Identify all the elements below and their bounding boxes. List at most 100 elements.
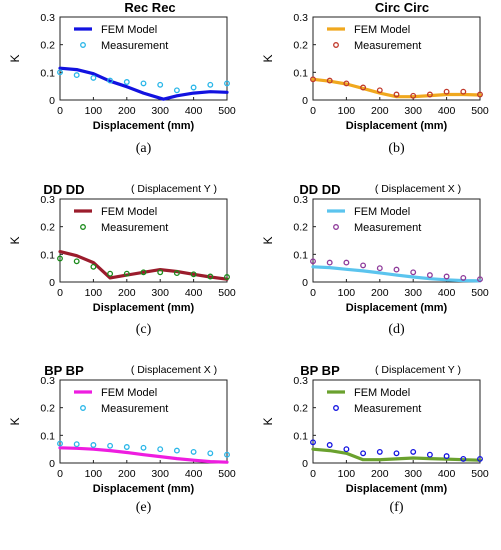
chart-panel: DD DD ( Displacement Y ) 0 0.1 0.2 0.3 0 100 200…	[8, 182, 236, 337]
y-tick-label: 0.3	[40, 194, 55, 206]
y-tick-label: 0.1	[293, 249, 308, 261]
chart-note: ( Displacement Y )	[375, 364, 461, 376]
legend-label: Measurement	[101, 403, 168, 415]
data-point-measurement	[326, 77, 333, 84]
y-tick-label: 0.3	[40, 12, 55, 24]
y-tick-label: 0.2	[40, 222, 55, 234]
y-tick-label: 0	[49, 277, 55, 289]
data-point-measurement	[107, 442, 114, 449]
legend-swatch-marker	[333, 224, 339, 230]
x-axis-label: Displacement (mm)	[346, 120, 448, 132]
y-axis-label: K	[8, 54, 22, 62]
data-point-measurement	[426, 451, 433, 458]
chart-panel: BP BP ( Displacement X ) 0 0.1 0.2 0.3 0 100 200…	[8, 363, 236, 515]
y-tick-label: 0	[49, 95, 55, 107]
y-tick-label: 0	[302, 95, 308, 107]
data-point-measurement	[460, 274, 467, 281]
data-point-measurement	[73, 441, 80, 448]
x-tick-label: 200	[371, 105, 389, 117]
y-tick-label: 0.2	[293, 222, 308, 234]
y-axis-label: K	[8, 236, 22, 244]
data-point-measurement	[57, 440, 63, 447]
data-point-measurement	[140, 269, 147, 276]
x-tick-label: 200	[371, 287, 389, 299]
chart-panel: Circ Circ 0 0.1 0.2 0.3 0 100 200 300 400 500 K Disp…	[261, 0, 489, 156]
x-tick-label: 500	[218, 287, 236, 299]
data-point-measurement	[477, 91, 483, 98]
x-tick-label: 400	[185, 468, 203, 480]
x-tick-label: 300	[404, 287, 422, 299]
data-point-measurement	[326, 259, 333, 266]
plot-frame	[59, 379, 228, 464]
data-point-measurement	[224, 80, 230, 87]
data-point-measurement	[310, 76, 316, 83]
data-point-measurement	[326, 442, 333, 448]
x-axis-label: Displacement (mm)	[346, 483, 448, 495]
x-tick-label: 100	[85, 105, 103, 117]
legend-swatch-marker	[333, 42, 339, 48]
legend-label: FEM Model	[101, 387, 157, 399]
legend-label: FEM Model	[354, 206, 410, 218]
data-point-measurement	[73, 258, 80, 265]
y-tick-label: 0	[49, 458, 55, 470]
data-point-measurement	[360, 450, 367, 457]
y-tick-label: 0.3	[293, 12, 308, 24]
data-point-measurement	[157, 81, 164, 88]
y-tick-label: 0.2	[40, 403, 55, 415]
x-tick-label: 400	[438, 287, 456, 299]
data-point-measurement	[443, 453, 450, 460]
data-point-measurement	[460, 88, 467, 95]
data-point-measurement	[173, 270, 180, 277]
y-tick-label: 0	[302, 458, 308, 470]
data-point-measurement	[376, 87, 383, 94]
y-axis-label: K	[261, 236, 275, 244]
data-point-measurement	[393, 266, 400, 273]
data-point-measurement	[140, 80, 147, 87]
x-tick-label: 0	[57, 468, 63, 480]
y-tick-label: 0.1	[40, 67, 55, 79]
x-tick-label: 0	[310, 287, 316, 299]
legend-swatch-marker	[80, 42, 86, 48]
series-line-fem-model	[311, 447, 482, 462]
x-tick-label: 400	[185, 105, 203, 117]
y-axis-label: K	[261, 417, 275, 425]
data-point-measurement	[477, 455, 483, 462]
chart-title: Rec Rec	[124, 0, 175, 15]
data-point-measurement	[343, 446, 350, 453]
data-point-measurement	[443, 273, 450, 280]
data-point-measurement	[360, 262, 367, 269]
x-tick-label: 400	[185, 287, 203, 299]
x-axis-label: Displacement (mm)	[93, 302, 195, 314]
x-tick-label: 300	[151, 468, 169, 480]
data-point-measurement	[460, 455, 467, 462]
x-tick-label: 0	[57, 287, 63, 299]
x-tick-label: 100	[85, 468, 103, 480]
data-point-measurement	[123, 79, 130, 85]
chart-title: Circ Circ	[375, 0, 429, 15]
legend-label: Measurement	[354, 403, 421, 415]
x-tick-label: 400	[438, 105, 456, 117]
x-tick-label: 500	[471, 105, 489, 117]
data-point-measurement	[157, 269, 164, 276]
x-tick-label: 500	[218, 468, 236, 480]
y-tick-label: 0.3	[293, 194, 308, 206]
series-line-fem-model	[58, 446, 229, 464]
data-point-measurement	[140, 444, 147, 451]
chart-panel: Rec Rec 0 0.1 0.2 0.3 0 100 200 300 400 500 K Displa…	[8, 0, 236, 156]
y-tick-label: 0.1	[293, 430, 308, 442]
data-point-measurement	[393, 91, 400, 98]
series-line-fem-model	[58, 250, 229, 281]
legend-label: FEM Model	[354, 24, 410, 36]
data-point-measurement	[190, 84, 197, 91]
x-axis-label: Displacement (mm)	[93, 120, 195, 132]
data-point-measurement	[173, 87, 180, 94]
legend-swatch-marker	[333, 405, 339, 411]
legend-label: Measurement	[101, 40, 168, 52]
x-tick-label: 200	[118, 105, 136, 117]
legend-label: FEM Model	[101, 24, 157, 36]
chart-title: BP BP	[300, 363, 340, 378]
x-tick-label: 0	[310, 105, 316, 117]
data-point-measurement	[190, 448, 197, 455]
x-axis-label: Displacement (mm)	[93, 483, 195, 495]
